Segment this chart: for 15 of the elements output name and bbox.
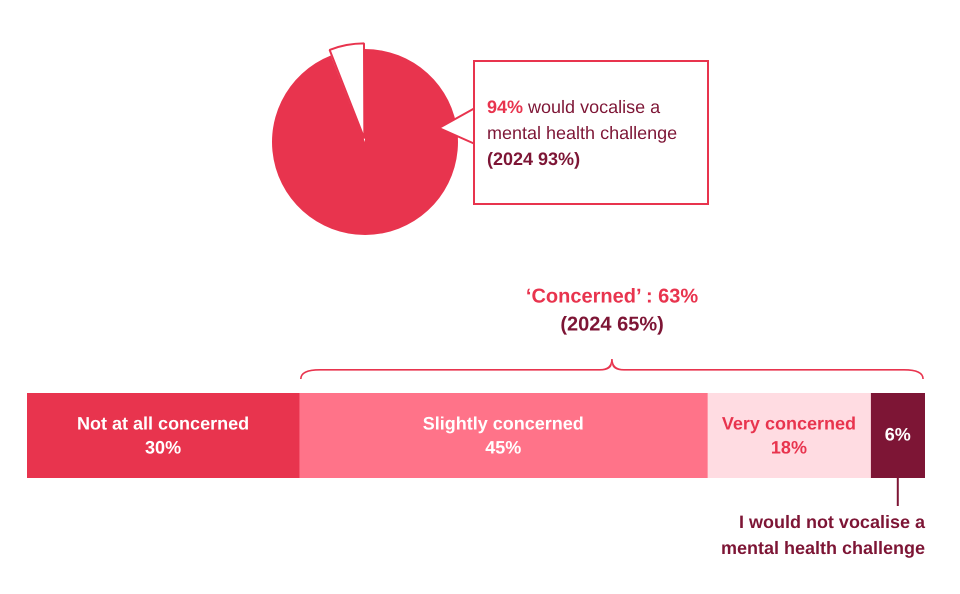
legend-label: I would not vocalise a mental health challenge — [720, 512, 926, 558]
text: (2024 93%) — [487, 148, 582, 171]
text: ‘Concerned’ : 63% — [526, 286, 698, 308]
data-label: 18% — [770, 437, 807, 458]
text: (2024 65%) — [560, 314, 664, 336]
data-label: 6% — [884, 424, 911, 444]
series-label: Slightly concerned — [422, 413, 584, 434]
text: 94% would vocalise a mental health challenge — [487, 97, 678, 143]
bar — [706, 393, 871, 478]
series-label: Very concerned — [722, 413, 856, 434]
series-label: Not at all concerned — [77, 413, 250, 434]
bar — [27, 393, 300, 478]
data-label: 30% — [145, 437, 182, 458]
bar — [298, 393, 708, 478]
data-label: 45% — [485, 437, 522, 458]
